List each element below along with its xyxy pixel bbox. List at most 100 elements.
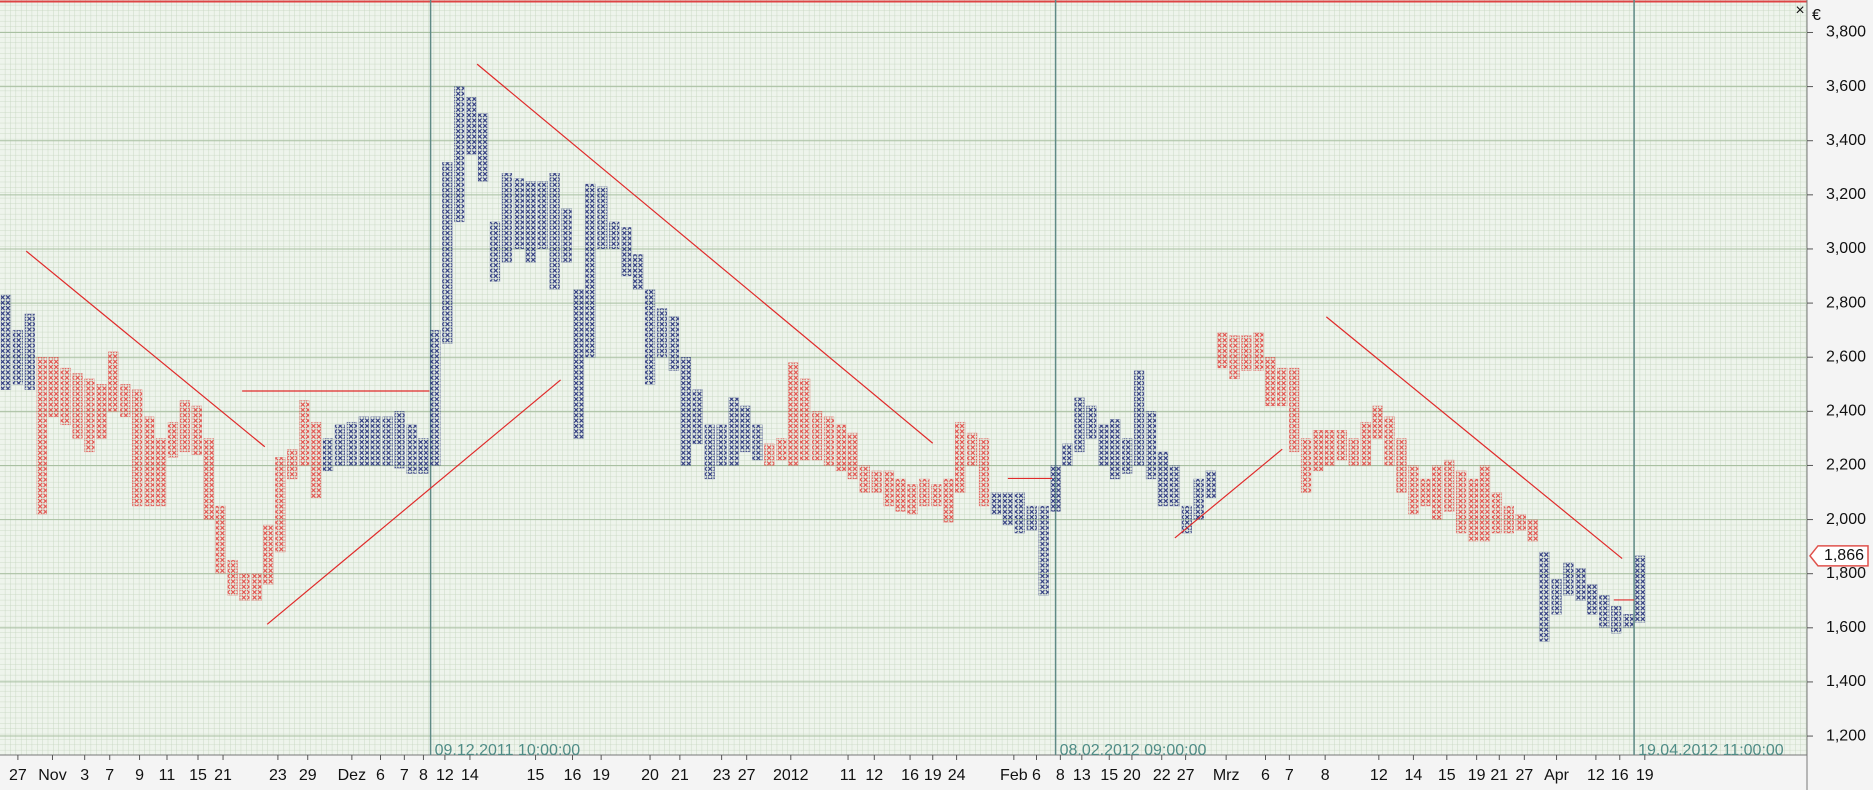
pnf-column bbox=[728, 397, 739, 466]
pnf-column bbox=[1444, 459, 1455, 512]
x-tick-label: 14 bbox=[1405, 767, 1423, 784]
trend-line bbox=[1325, 316, 1623, 560]
pnf-column bbox=[990, 492, 1002, 515]
pnf-column bbox=[334, 424, 346, 466]
y-tick-label: 2,400 bbox=[1826, 403, 1866, 420]
plot-grid bbox=[0, 0, 1807, 755]
x-tick-label: 2012 bbox=[773, 767, 809, 784]
pnf-column bbox=[1396, 438, 1407, 493]
pnf-column bbox=[776, 438, 787, 461]
y-tick-label: 3,200 bbox=[1826, 186, 1866, 203]
x-tick-label: 23 bbox=[269, 767, 287, 784]
pnf-column bbox=[48, 357, 59, 417]
x-tick-label: Feb bbox=[1000, 767, 1028, 784]
pnf-column bbox=[668, 316, 680, 371]
pnf-column bbox=[0, 294, 12, 390]
y-tick-label: 2,800 bbox=[1826, 294, 1866, 311]
x-tick-label: Dez bbox=[338, 767, 366, 784]
pnf-column bbox=[96, 384, 107, 439]
x-tick-label: Mrz bbox=[1213, 767, 1240, 784]
x-tick-label: 12 bbox=[1587, 767, 1605, 784]
pnf-column bbox=[382, 416, 393, 466]
pnf-column bbox=[430, 329, 441, 466]
pnf-column bbox=[764, 443, 775, 466]
pnf-column bbox=[108, 351, 119, 412]
pnf-column bbox=[298, 400, 310, 466]
pnf-column bbox=[1265, 357, 1276, 407]
x-tick-label: 19 bbox=[924, 767, 942, 784]
y-tick-label: 3,800 bbox=[1826, 24, 1866, 41]
x-tick-label: 23 bbox=[713, 767, 731, 784]
pnf-column bbox=[394, 411, 405, 469]
pnf-column bbox=[418, 438, 429, 474]
last-price-label: 1,866 bbox=[1824, 547, 1864, 564]
pnf-column bbox=[239, 573, 250, 601]
x-tick-label: 16 bbox=[564, 767, 582, 784]
pnf-column bbox=[1503, 505, 1514, 534]
pnf-column bbox=[1181, 505, 1192, 534]
x-tick-label: 27 bbox=[1177, 767, 1195, 784]
pnf-column bbox=[1300, 438, 1312, 493]
pnf-column bbox=[1288, 367, 1300, 453]
close-button[interactable]: × bbox=[1795, 2, 1804, 19]
pnf-column bbox=[36, 357, 47, 515]
y-tick-label: 2,200 bbox=[1826, 457, 1866, 474]
pnf-column bbox=[1086, 405, 1097, 439]
pnf-column bbox=[919, 478, 930, 507]
pnf-column bbox=[442, 162, 453, 344]
pnf-column bbox=[883, 470, 894, 507]
pnf-column bbox=[1575, 568, 1586, 601]
y-axis-panel bbox=[1807, 0, 1873, 790]
pnf-column bbox=[573, 289, 584, 439]
y-tick-label: 2,600 bbox=[1826, 348, 1866, 365]
x-tick-label: 7 bbox=[1285, 767, 1294, 784]
pnf-column bbox=[1551, 578, 1562, 615]
pnf-column bbox=[1217, 332, 1228, 369]
y-tick-label: 1,800 bbox=[1826, 565, 1866, 582]
pnf-column bbox=[12, 329, 24, 385]
pnf-column bbox=[1074, 397, 1085, 453]
pnf-column bbox=[1563, 562, 1574, 596]
x-tick-label: 8 bbox=[1321, 767, 1330, 784]
pnf-column bbox=[644, 289, 656, 385]
pnf-column bbox=[322, 438, 334, 472]
pnf-column bbox=[84, 378, 95, 453]
x-tick-label: 12 bbox=[436, 767, 454, 784]
pnf-column bbox=[465, 97, 477, 155]
x-tick-label: 12 bbox=[1370, 767, 1388, 784]
pnf-column bbox=[788, 362, 799, 466]
x-tick-label: 6 bbox=[1032, 767, 1041, 784]
pnf-column bbox=[143, 416, 155, 507]
y-tick-label: 1,400 bbox=[1826, 673, 1866, 690]
pnf-column bbox=[1133, 370, 1145, 466]
pnf-column bbox=[179, 400, 191, 453]
x-tick-label: 27 bbox=[9, 767, 27, 784]
x-tick-label: 27 bbox=[738, 767, 756, 784]
pnf-column bbox=[597, 186, 608, 250]
x-tick-label: 21 bbox=[671, 767, 689, 784]
x-tick-label: 13 bbox=[1073, 767, 1091, 784]
pnf-column bbox=[1062, 443, 1073, 466]
pnf-column bbox=[585, 183, 596, 358]
x-tick-label: 24 bbox=[948, 767, 966, 784]
trend-line bbox=[25, 250, 266, 448]
pnf-column bbox=[823, 416, 835, 466]
pnf-column bbox=[1026, 505, 1037, 531]
pnf-column bbox=[1479, 465, 1491, 542]
pnf-column bbox=[978, 438, 990, 507]
pnf-column bbox=[24, 313, 35, 390]
y-tick-label: 3,000 bbox=[1826, 240, 1866, 257]
y-tick-label: 1,600 bbox=[1826, 619, 1866, 636]
pnf-column bbox=[1324, 430, 1336, 466]
pnf-column bbox=[1157, 451, 1169, 507]
x-tick-label: 15 bbox=[1100, 767, 1118, 784]
x-tick-label: 15 bbox=[527, 767, 545, 784]
pnf-column bbox=[704, 424, 715, 480]
pnf-column bbox=[1348, 438, 1359, 466]
pnf-column bbox=[454, 86, 465, 223]
pnf-column bbox=[621, 227, 632, 277]
pnf-column bbox=[811, 411, 823, 461]
pnf-column bbox=[1002, 492, 1014, 526]
pnf-column bbox=[632, 254, 644, 290]
